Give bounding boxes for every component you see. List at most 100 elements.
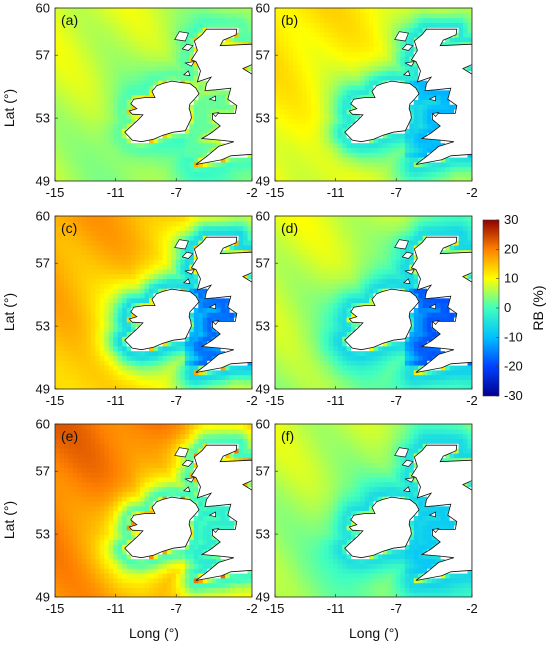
heatmap-cell <box>386 384 393 389</box>
heatmap-cell <box>104 225 110 232</box>
heatmap-cell <box>333 41 339 48</box>
heatmap-cell <box>193 268 199 275</box>
heatmap-cell <box>373 142 379 148</box>
heatmap-cell <box>283 46 290 52</box>
heatmap-cell <box>409 113 415 120</box>
heatmap-cell <box>99 331 105 337</box>
heatmap-cell <box>189 108 195 115</box>
heatmap-cell <box>306 113 312 120</box>
heatmap-cell <box>292 384 298 389</box>
heatmap-cell <box>193 123 199 129</box>
heatmap-cell <box>324 171 330 177</box>
heatmap-cell <box>377 75 384 81</box>
heatmap-cell <box>175 176 181 181</box>
heatmap-cell <box>243 36 249 43</box>
heatmap-cell <box>184 22 190 28</box>
heatmap-cell <box>310 89 316 96</box>
heatmap-cell <box>68 70 74 76</box>
heatmap-cell <box>72 36 78 43</box>
heatmap-cell <box>328 89 334 96</box>
heatmap-cell <box>77 374 83 380</box>
heatmap-cell <box>440 22 446 28</box>
heatmap-cell <box>243 220 249 227</box>
heatmap-cell <box>422 152 428 158</box>
heatmap-cell <box>104 17 110 24</box>
heatmap-cell <box>198 84 204 91</box>
heatmap-cell <box>131 171 137 177</box>
heatmap-cell <box>77 297 83 304</box>
heatmap-cell <box>68 345 74 352</box>
heatmap-cell <box>409 22 415 28</box>
heatmap-cell <box>189 27 195 33</box>
heatmap-cell <box>99 360 105 366</box>
heatmap-cell <box>418 123 424 129</box>
heatmap-cell <box>99 36 105 43</box>
heatmap-cell <box>193 230 199 236</box>
heatmap-cell <box>117 321 123 328</box>
heatmap-cell <box>86 80 92 86</box>
heatmap-cell <box>202 128 208 134</box>
heatmap-cell <box>68 166 74 172</box>
heatmap-cell <box>377 27 384 33</box>
heatmap-cell <box>77 60 83 67</box>
heatmap-cell <box>86 307 92 313</box>
heatmap-cell <box>360 41 366 48</box>
heatmap-cell <box>292 108 298 115</box>
heatmap-cell <box>202 360 208 366</box>
heatmap-cell <box>193 321 199 328</box>
heatmap-cell <box>373 75 379 81</box>
heatmap-cell <box>319 12 325 19</box>
heatmap-cell <box>283 60 290 67</box>
heatmap-cell <box>95 259 101 265</box>
heatmap-cell <box>72 84 78 91</box>
heatmap-cell <box>198 230 204 236</box>
heatmap-cell <box>135 302 141 308</box>
heatmap-cell <box>369 384 375 389</box>
heatmap-cell <box>202 152 208 158</box>
heatmap-cell <box>337 171 343 177</box>
heatmap-cell <box>198 302 204 308</box>
heatmap-cell <box>95 374 101 380</box>
heatmap-cell <box>445 171 451 177</box>
heatmap-cell <box>153 75 159 81</box>
heatmap-cell <box>364 17 370 24</box>
heatmap-cell <box>225 379 231 385</box>
heatmap-cell <box>458 176 464 181</box>
heatmap-cell <box>180 345 186 352</box>
heatmap-cell <box>140 350 146 356</box>
heatmap-cell <box>180 225 186 232</box>
heatmap-cell <box>55 288 61 294</box>
heatmap-cell <box>90 56 96 62</box>
heatmap-cell <box>113 128 119 134</box>
heatmap-cell <box>355 369 361 376</box>
heatmap-cell <box>126 321 132 328</box>
heatmap-cell <box>360 56 366 62</box>
heatmap-cell <box>346 70 352 76</box>
heatmap-cell <box>247 27 252 33</box>
heatmap-cell <box>126 171 132 177</box>
heatmap-cell <box>59 32 65 38</box>
heatmap-cell <box>157 152 164 158</box>
heatmap-cell <box>449 17 455 24</box>
heatmap-cell <box>95 60 101 67</box>
heatmap-cell <box>306 89 312 96</box>
heatmap-cell <box>386 374 393 380</box>
heatmap-cell <box>369 176 375 181</box>
heatmap-cell <box>153 147 159 153</box>
heatmap-cell <box>449 379 455 385</box>
heatmap-cell <box>342 56 348 62</box>
heatmap-cell <box>364 51 370 57</box>
heatmap-cell <box>207 22 213 28</box>
heatmap-cell <box>77 340 83 347</box>
heatmap-cell <box>86 75 92 81</box>
heatmap-cell <box>193 152 199 158</box>
heatmap-cell <box>337 132 343 139</box>
heatmap-cell <box>193 156 199 163</box>
heatmap-cell <box>449 176 455 181</box>
heatmap-cell <box>391 369 397 376</box>
heatmap-cell <box>126 216 132 222</box>
heatmap-cell <box>373 70 379 76</box>
heatmap-cell <box>171 283 177 289</box>
heatmap-cell <box>297 156 303 163</box>
heatmap-cell <box>413 108 419 115</box>
